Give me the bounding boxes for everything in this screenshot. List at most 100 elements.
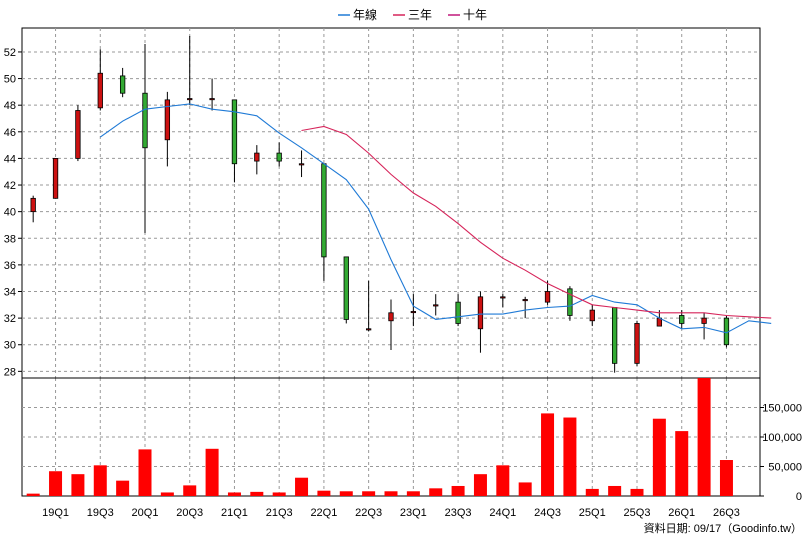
candle-18Q4 bbox=[30, 195, 36, 223]
candle-22Q4 bbox=[388, 299, 394, 351]
volume-plot bbox=[26, 378, 733, 496]
candle-20Q1 bbox=[142, 43, 148, 233]
candle-22Q2 bbox=[343, 256, 349, 324]
candle-22Q3 bbox=[365, 280, 372, 332]
candle-20Q3 bbox=[187, 35, 193, 106]
price-tick-label: 52 bbox=[4, 47, 16, 59]
candle-22Q1 bbox=[321, 163, 327, 281]
x-tick-label: 19Q1 bbox=[42, 507, 69, 519]
price-tick-label: 44 bbox=[4, 153, 16, 165]
volume-bar bbox=[317, 490, 331, 496]
x-tick-label: 22Q1 bbox=[310, 507, 337, 519]
x-tick-label: 21Q1 bbox=[221, 507, 248, 519]
candle-body bbox=[52, 158, 59, 199]
candle-body bbox=[522, 299, 528, 302]
candle-body bbox=[388, 312, 394, 322]
candle-23Q1 bbox=[410, 294, 417, 327]
candle-19Q3 bbox=[97, 49, 103, 111]
candle-24Q3 bbox=[544, 280, 551, 305]
volume-bar bbox=[518, 482, 532, 496]
candle-body bbox=[142, 92, 148, 149]
x-tick-label: 25Q3 bbox=[624, 507, 651, 519]
volume-bar bbox=[451, 485, 465, 496]
volume-bar bbox=[160, 492, 174, 496]
candle-body bbox=[164, 99, 171, 141]
candle-body bbox=[343, 256, 349, 320]
candle-body bbox=[455, 301, 461, 324]
volume-bar bbox=[71, 474, 85, 496]
volume-bar bbox=[429, 488, 443, 496]
volume-bar bbox=[608, 485, 622, 496]
candle-21Q2 bbox=[254, 145, 260, 175]
candle-25Q3 bbox=[634, 320, 640, 367]
volume-bar bbox=[93, 465, 107, 496]
volume-bar bbox=[406, 491, 420, 496]
candle-body bbox=[611, 307, 618, 364]
candle-23Q4 bbox=[477, 291, 484, 353]
candle-23Q2 bbox=[433, 294, 439, 316]
candle-body bbox=[410, 311, 417, 314]
price-tick-label: 40 bbox=[4, 207, 16, 219]
candle-body bbox=[365, 328, 372, 331]
legend-label-1: 三年 bbox=[408, 8, 432, 22]
volume-bar bbox=[384, 491, 398, 496]
price-tick-label: 38 bbox=[4, 233, 16, 245]
volume-bar bbox=[138, 449, 152, 496]
candle-20Q2 bbox=[164, 91, 171, 167]
price-tick-label: 46 bbox=[4, 127, 16, 139]
price-tick-label: 28 bbox=[4, 366, 16, 378]
candle-body bbox=[679, 315, 685, 324]
legend: 年線 三年 十年 bbox=[338, 7, 487, 22]
x-tick-label: 23Q1 bbox=[400, 507, 427, 519]
volume-bar bbox=[630, 488, 644, 496]
x-tick-label: 26Q3 bbox=[713, 507, 740, 519]
candle-body bbox=[75, 110, 81, 159]
x-tick-label: 23Q3 bbox=[445, 507, 472, 519]
price-tick-label: 42 bbox=[4, 180, 16, 192]
volume-bar bbox=[496, 465, 510, 496]
volume-bar bbox=[250, 491, 264, 496]
x-tick-label: 24Q1 bbox=[489, 507, 516, 519]
candle-body bbox=[701, 317, 707, 324]
volume-bar bbox=[652, 418, 666, 496]
volume-bar bbox=[362, 491, 376, 496]
x-tick-label: 20Q3 bbox=[176, 507, 203, 519]
price-tick-label: 30 bbox=[4, 340, 16, 352]
volume-bar bbox=[675, 431, 689, 496]
volume-tick-label: 150,000 bbox=[762, 403, 802, 415]
price-tick-label: 32 bbox=[4, 313, 16, 325]
legend-label-0: 年線 bbox=[353, 7, 377, 22]
candle-20Q4 bbox=[209, 78, 215, 111]
volume-bar bbox=[272, 492, 286, 496]
candle-body bbox=[30, 197, 36, 213]
candle-25Q2 bbox=[611, 307, 618, 373]
x-axis: 19Q1 19Q3 20Q1 20Q3 21Q1 21Q3 22Q1 22Q3 23Q1 23Q3… bbox=[42, 507, 740, 519]
candle-body bbox=[231, 99, 238, 165]
volume-bar bbox=[697, 378, 711, 496]
candle-body bbox=[321, 163, 327, 258]
volume-bar bbox=[295, 477, 309, 496]
candle-body bbox=[544, 291, 551, 303]
candle-body bbox=[589, 309, 595, 322]
volume-bar bbox=[116, 480, 130, 496]
volume-tick-label: 50,000 bbox=[768, 462, 802, 474]
candle-body bbox=[254, 152, 260, 162]
volume-bar bbox=[585, 488, 599, 496]
x-tick-label: 24Q3 bbox=[534, 507, 561, 519]
candle-body bbox=[433, 304, 439, 307]
volume-bar bbox=[205, 448, 219, 496]
candle-21Q1 bbox=[231, 99, 238, 183]
x-tick-label: 21Q3 bbox=[266, 507, 293, 519]
price-tick-label: 48 bbox=[4, 100, 16, 112]
volume-bar bbox=[339, 491, 353, 496]
candle-body bbox=[500, 296, 506, 299]
price-tick-label: 50 bbox=[4, 74, 16, 86]
volume-bar bbox=[49, 471, 63, 496]
candle-24Q4 bbox=[567, 286, 573, 321]
volume-tick-label: 0 bbox=[796, 491, 802, 503]
volume-bar bbox=[563, 417, 577, 496]
candle-body bbox=[119, 75, 126, 94]
candle-body bbox=[477, 296, 484, 330]
